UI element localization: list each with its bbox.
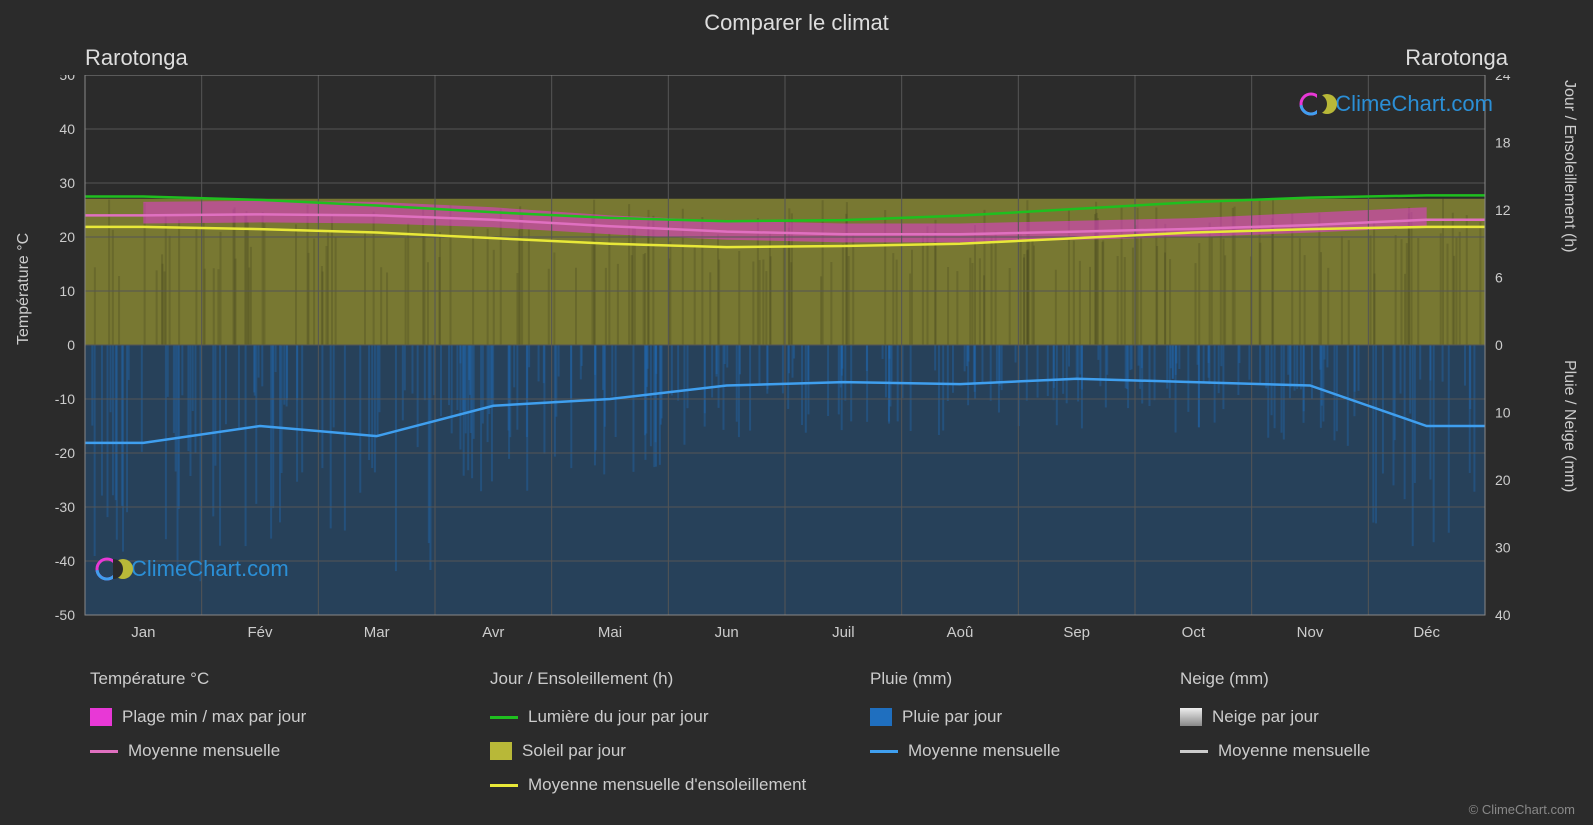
svg-text:10: 10 [1495,405,1511,421]
legend-snow-daily: Neige par jour [1180,707,1460,727]
svg-text:Avr: Avr [482,624,504,641]
svg-text:Déc: Déc [1413,624,1440,641]
svg-text:12: 12 [1495,202,1511,218]
svg-text:0: 0 [1495,337,1503,353]
svg-text:40: 40 [59,121,75,137]
legend-rain-daily: Pluie par jour [870,707,1180,727]
watermark-top: ClimeChart.com [1299,90,1493,118]
svg-text:20: 20 [1495,472,1511,488]
legend-snow: Neige (mm) Neige par jour Moyenne mensue… [1180,669,1460,795]
chart-area: 50403020100-10-20-30-40-5024181260102030… [85,75,1485,615]
legend-sun-mean: Moyenne mensuelle d'ensoleillement [490,775,870,795]
svg-text:Jun: Jun [715,624,739,641]
swatch-rain [870,708,892,726]
legend-snow-mean: Moyenne mensuelle [1180,741,1460,761]
svg-text:-50: -50 [55,607,75,623]
legend-temp: Température °C Plage min / max par jour … [90,669,490,795]
svg-text:20: 20 [59,229,75,245]
legend-snow-title: Neige (mm) [1180,669,1460,689]
watermark-text: ClimeChart.com [1335,91,1493,117]
location-left: Rarotonga [85,45,188,71]
svg-text:30: 30 [59,175,75,191]
svg-text:Mai: Mai [598,624,622,641]
legend-temp-range: Plage min / max par jour [90,707,490,727]
legend-daylight: Lumière du jour par jour [490,707,870,727]
logo-icon [1299,90,1327,118]
svg-text:Juil: Juil [832,624,855,641]
swatch-snow-mean [1180,750,1208,753]
svg-text:40: 40 [1495,607,1511,623]
svg-text:Oct: Oct [1182,624,1206,641]
y-axis-left-label: Température °C [15,233,33,345]
svg-text:Mar: Mar [364,624,390,641]
svg-text:10: 10 [59,283,75,299]
svg-text:-30: -30 [55,499,75,515]
svg-text:Jan: Jan [131,624,155,641]
svg-text:-20: -20 [55,445,75,461]
swatch-temp-range [90,708,112,726]
legend: Température °C Plage min / max par jour … [90,669,1533,795]
svg-text:Fév: Fév [247,624,273,641]
watermark-text: ClimeChart.com [131,556,289,582]
legend-rain-mean: Moyenne mensuelle [870,741,1180,761]
svg-text:50: 50 [59,75,75,83]
svg-text:6: 6 [1495,270,1503,286]
swatch-rain-mean [870,750,898,753]
swatch-daylight [490,716,518,719]
page: Comparer le climat Rarotonga Rarotonga T… [0,0,1593,825]
svg-text:24: 24 [1495,75,1511,83]
svg-text:Nov: Nov [1297,624,1324,641]
svg-text:-10: -10 [55,391,75,407]
svg-text:0: 0 [67,337,75,353]
svg-text:Sep: Sep [1063,624,1090,641]
swatch-snow [1180,708,1202,726]
legend-day-title: Jour / Ensoleillement (h) [490,669,870,689]
chart-title: Comparer le climat [0,10,1593,36]
legend-sun: Soleil par jour [490,741,870,761]
swatch-temp-mean [90,750,118,753]
svg-text:-40: -40 [55,553,75,569]
svg-text:30: 30 [1495,540,1511,556]
swatch-sun-mean [490,784,518,787]
y-axis-right-bottom-label: Pluie / Neige (mm) [1560,360,1578,492]
legend-day: Jour / Ensoleillement (h) Lumière du jou… [490,669,870,795]
legend-rain: Pluie (mm) Pluie par jour Moyenne mensue… [870,669,1180,795]
copyright: © ClimeChart.com [1469,802,1575,817]
swatch-sun [490,742,512,760]
y-axis-right-top-label: Jour / Ensoleillement (h) [1560,80,1578,253]
watermark-bottom: ClimeChart.com [95,555,289,583]
legend-temp-title: Température °C [90,669,490,689]
logo-icon [95,555,123,583]
location-right: Rarotonga [1405,45,1508,71]
svg-text:18: 18 [1495,135,1511,151]
svg-text:Aoû: Aoû [947,624,974,641]
legend-temp-mean: Moyenne mensuelle [90,741,490,761]
legend-rain-title: Pluie (mm) [870,669,1180,689]
